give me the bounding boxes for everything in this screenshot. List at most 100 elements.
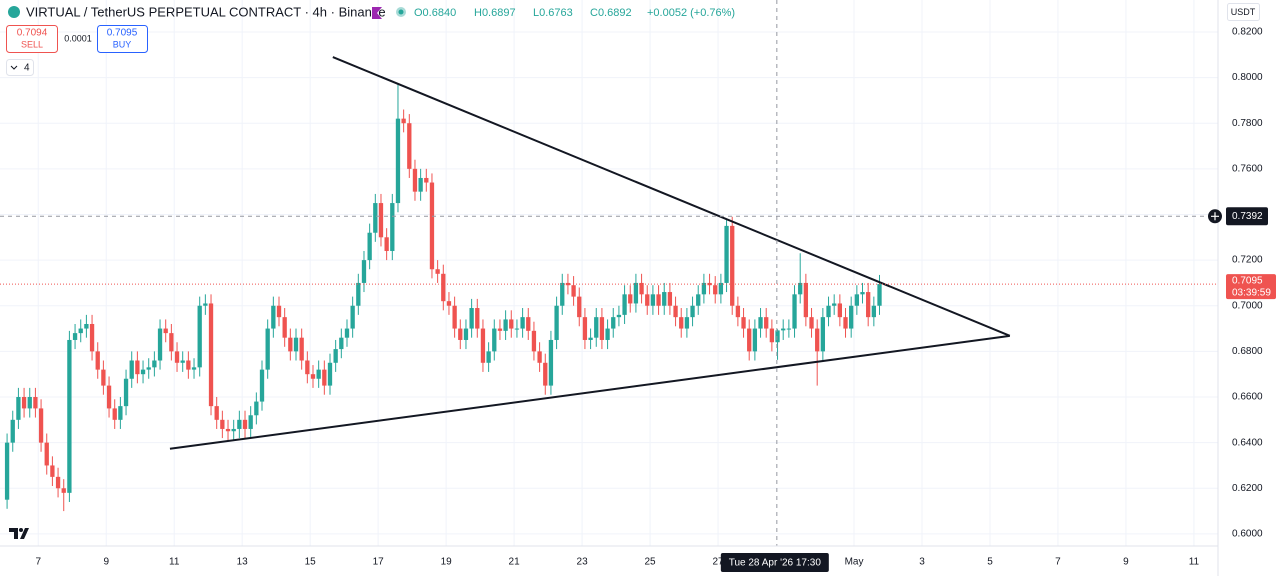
x-tick-label: 7	[1055, 557, 1061, 568]
candle-body	[146, 367, 151, 370]
candle-body	[452, 305, 457, 329]
candle-body	[384, 237, 389, 251]
candle-body	[271, 305, 276, 329]
candle-body	[781, 328, 786, 331]
y-tick-label: 0.7600	[1232, 163, 1263, 174]
candle-body	[129, 360, 134, 379]
candle-body	[656, 294, 661, 306]
candle-body	[752, 328, 758, 352]
candle-body	[135, 360, 140, 375]
crosshair-time-box	[720, 553, 829, 572]
candle-body	[418, 177, 423, 192]
candle-body	[475, 308, 480, 329]
y-tick-label: 0.6400	[1232, 437, 1263, 448]
candle-body	[718, 282, 724, 295]
candle-body	[486, 351, 491, 363]
x-tick-label: 15	[305, 557, 317, 568]
candle-body	[577, 296, 582, 318]
candle-body	[509, 319, 514, 329]
x-tick-label: 19	[441, 557, 453, 568]
candle-body	[480, 328, 486, 363]
y-tick-label: 0.6200	[1232, 483, 1263, 494]
candle-body	[33, 397, 38, 409]
candle-body	[469, 308, 474, 329]
candle-body	[701, 282, 707, 295]
candle-body	[679, 317, 684, 329]
candle-body	[248, 415, 253, 429]
candle-body	[140, 369, 146, 375]
candle-body	[815, 328, 820, 352]
candle-body	[180, 360, 185, 363]
logo[interactable]	[9, 528, 29, 539]
candle-body	[333, 349, 338, 363]
candle-body	[242, 419, 248, 429]
candle-body	[837, 303, 843, 318]
candle-body	[724, 225, 729, 283]
sell-price: 0.7094	[17, 28, 48, 39]
candle-body	[55, 476, 61, 489]
candle-body	[786, 328, 792, 330]
candle-body	[350, 305, 355, 329]
candle-body	[747, 328, 752, 352]
candle-body	[645, 294, 650, 306]
buy-price: 0.7095	[107, 28, 138, 39]
trend-line	[169, 334, 1010, 450]
currency-button[interactable]	[1227, 3, 1260, 21]
x-tick-label: 27	[712, 557, 724, 568]
candle-body	[214, 406, 219, 420]
candle-body	[412, 168, 418, 192]
candle-body	[118, 406, 123, 420]
y-tick-label: 0.7000	[1232, 300, 1263, 311]
candle-body	[843, 317, 848, 329]
candle-body	[707, 282, 712, 286]
candle-body	[112, 408, 117, 420]
candle-body	[265, 328, 270, 370]
sell-button[interactable]	[6, 25, 58, 53]
candle-body	[356, 282, 361, 306]
candle-body	[4, 442, 10, 500]
chart-title[interactable]: VIRTUAL / TetherUS PERPETUAL CONTRACT · …	[26, 4, 386, 19]
y-tick-label: 0.6600	[1232, 392, 1263, 403]
candle-body	[344, 328, 350, 338]
buy-button[interactable]	[97, 25, 148, 53]
candle-body	[27, 397, 32, 409]
candle-body	[435, 269, 440, 274]
candle-body	[10, 419, 15, 443]
candle-body	[237, 419, 242, 429]
exchange-icon	[372, 7, 382, 19]
candle-body	[305, 360, 310, 375]
candle-body	[605, 328, 610, 340]
candle-body	[186, 360, 191, 370]
candle-body	[67, 339, 72, 493]
candle-body	[526, 317, 531, 331]
candle-body	[89, 323, 95, 352]
candle-body	[378, 203, 384, 238]
x-tick-label: 11	[169, 557, 180, 568]
buy-label: BUY	[113, 39, 132, 49]
x-tick-label: 25	[645, 557, 657, 568]
candle-body	[832, 303, 837, 306]
candle-body	[407, 123, 412, 169]
candle-body	[554, 305, 559, 340]
status-dot-core	[398, 9, 404, 15]
candle-body	[520, 317, 525, 329]
candle-body	[373, 203, 378, 233]
x-tick-label: 23	[577, 557, 589, 568]
candle-body	[152, 360, 157, 368]
crosshair-price-box	[1226, 207, 1268, 226]
indicators-toggle[interactable]	[6, 59, 34, 76]
candle-body	[809, 317, 814, 329]
candle-body	[458, 328, 463, 340]
candle-body	[854, 294, 860, 306]
candle-body	[599, 317, 605, 340]
symbol-icon[interactable]	[8, 6, 20, 18]
candle-body	[628, 294, 633, 304]
candle-body	[310, 374, 316, 379]
candle-body	[231, 428, 236, 432]
ohlc-change: +0.0052 (+0.76%)	[647, 7, 735, 19]
indicator-count: 4	[24, 63, 30, 74]
candle-body	[560, 282, 565, 306]
candle-body	[684, 317, 690, 329]
candle-body	[616, 314, 622, 318]
candle-body	[446, 301, 452, 306]
